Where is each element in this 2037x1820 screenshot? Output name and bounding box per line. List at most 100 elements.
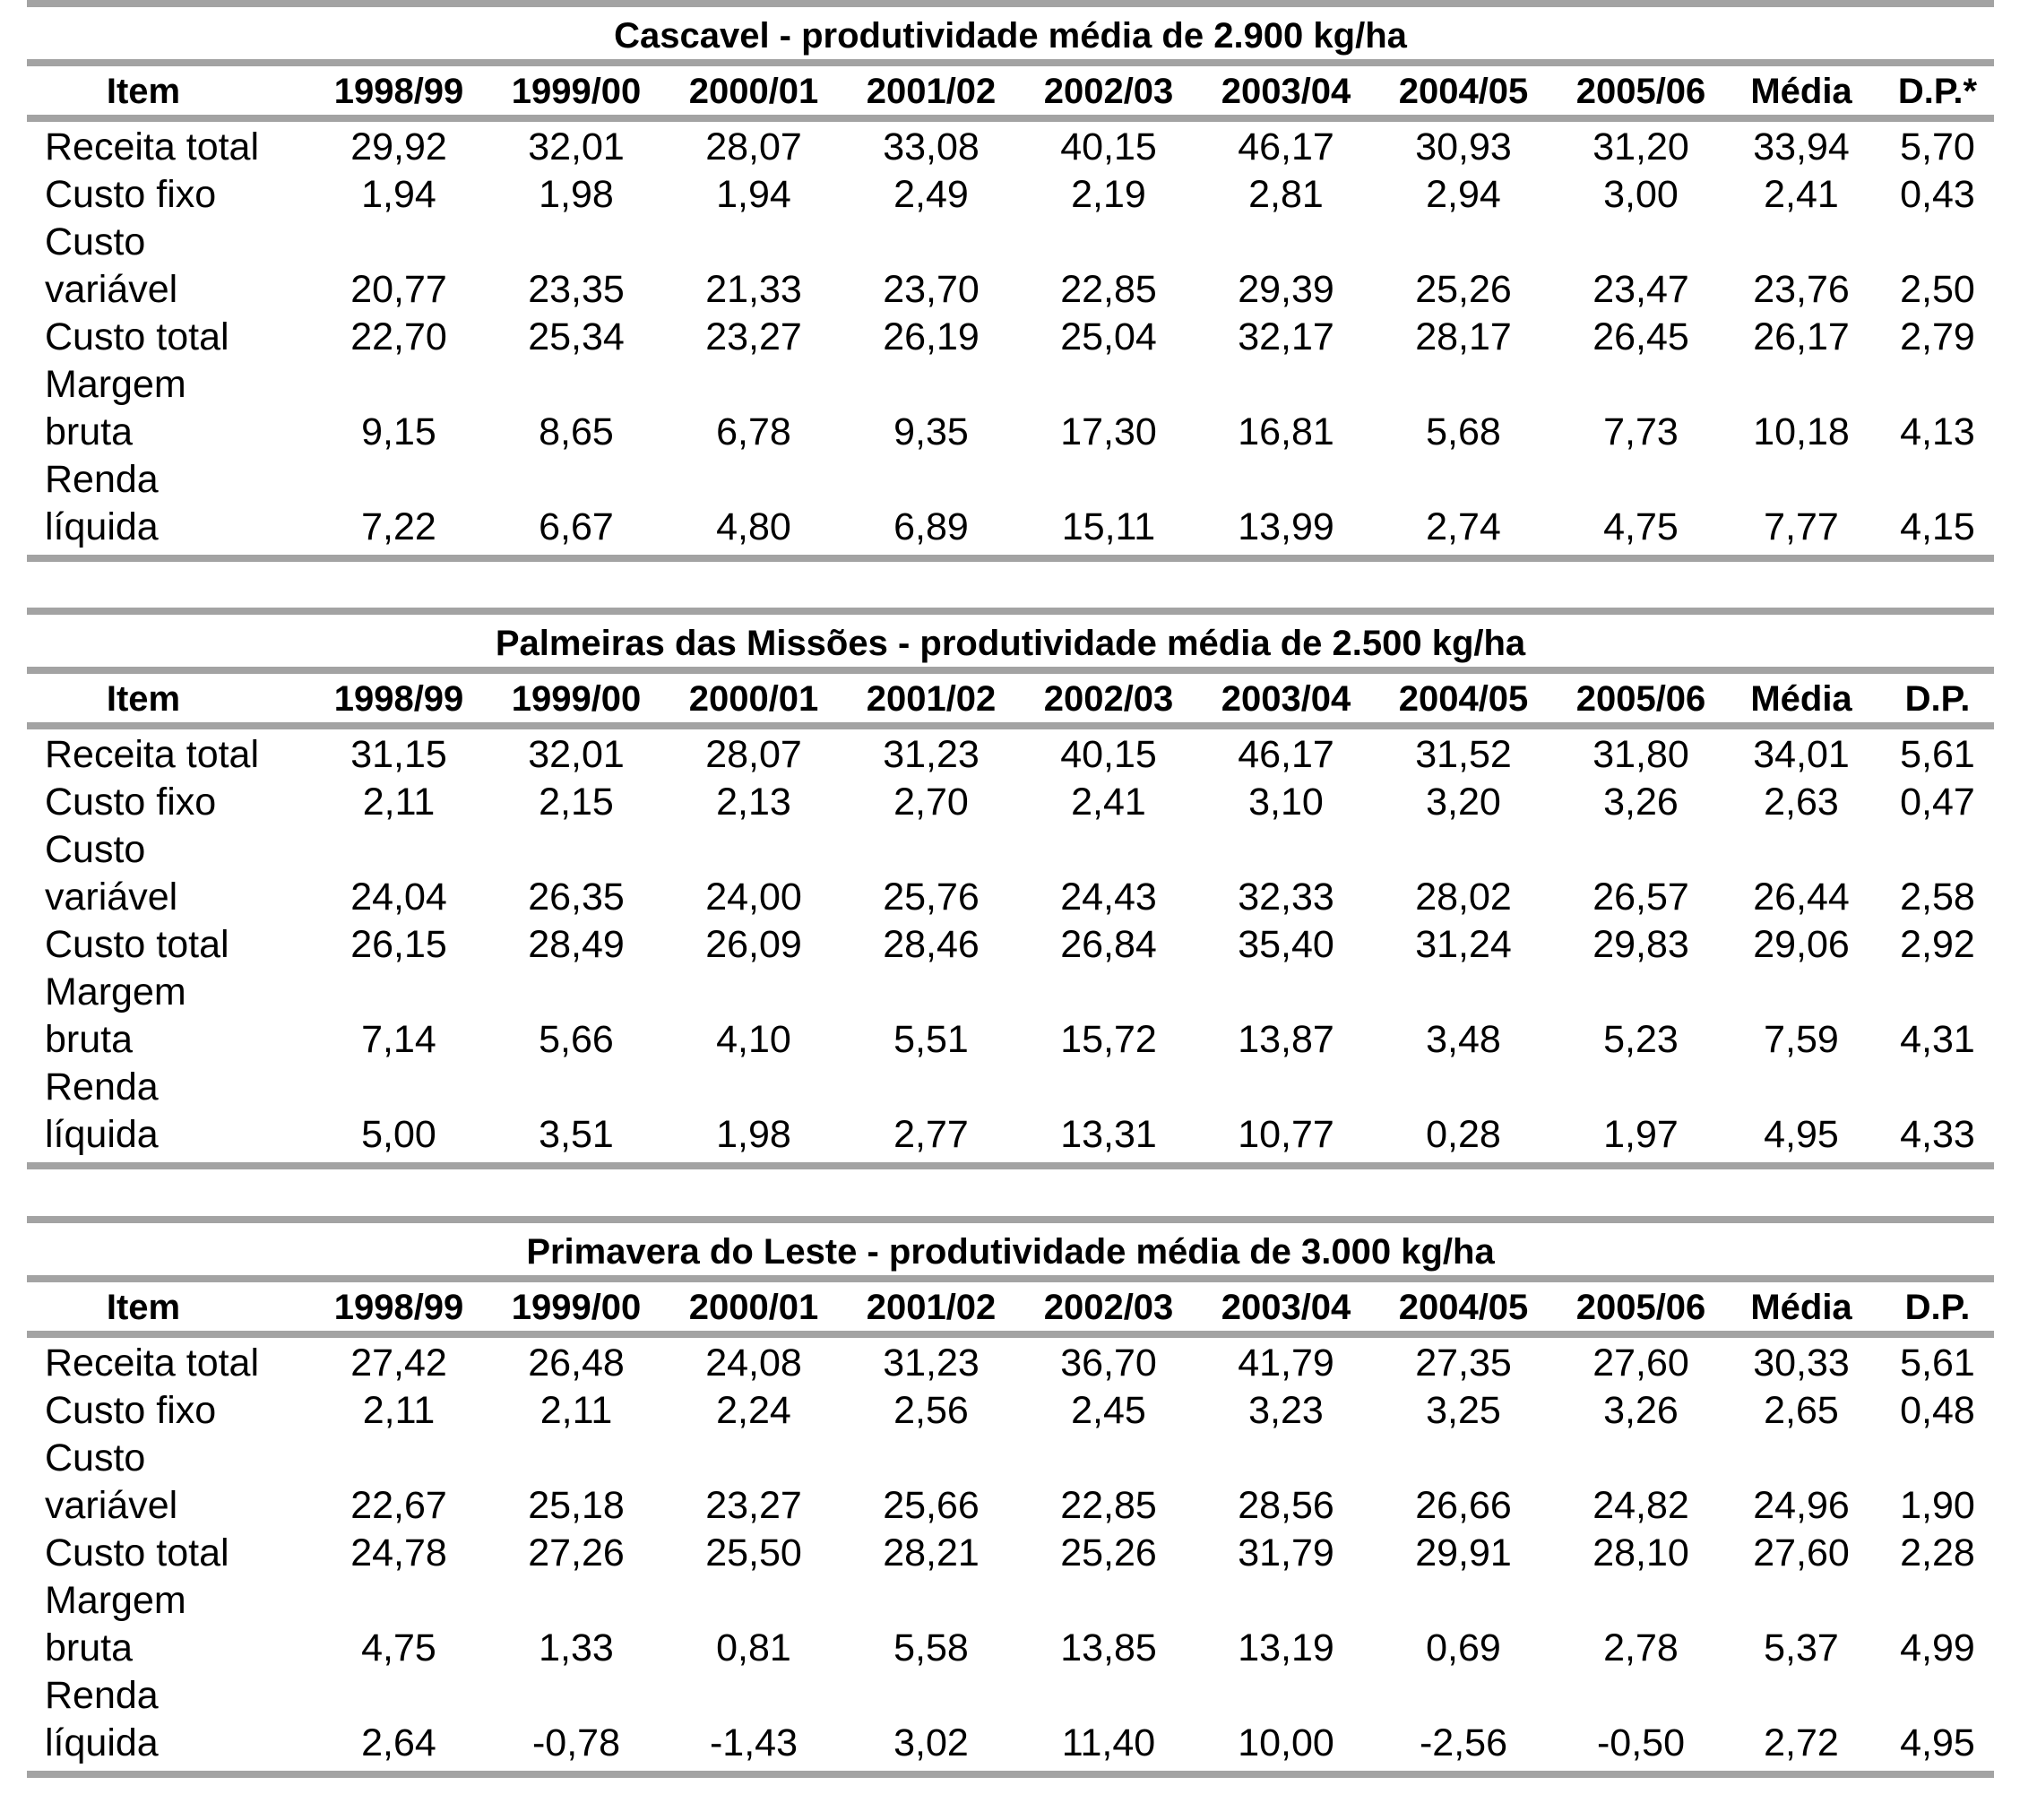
table-cell: 10,77 — [1238, 1113, 1334, 1156]
table-cell: 22,85 — [1060, 1484, 1157, 1527]
row-label: Custo total — [45, 1531, 229, 1574]
row-label: Custo total — [45, 315, 229, 358]
column-header: 2002/03 — [1043, 679, 1174, 719]
table-cell: 24,00 — [705, 875, 802, 919]
column-header: Média — [1750, 679, 1852, 719]
row-label: Receita total — [45, 125, 260, 168]
table-cell: 0,48 — [1900, 1389, 1975, 1432]
table-cell: 33,94 — [1753, 125, 1850, 168]
table-cell: 7,73 — [1603, 410, 1679, 453]
table-cell: 2,49 — [893, 173, 969, 216]
table-cell: 27,35 — [1415, 1341, 1512, 1384]
table-cell: 1,94 — [716, 173, 791, 216]
table-cell: 3,51 — [539, 1113, 614, 1156]
column-header: 1999/00 — [511, 679, 642, 719]
table-cell: 23,47 — [1592, 268, 1689, 311]
table-cell: 2,13 — [716, 781, 791, 824]
table-cell: 4,31 — [1900, 1018, 1975, 1061]
table-cell: 5,00 — [361, 1113, 436, 1156]
column-header: 2005/06 — [1575, 72, 1706, 111]
table-cell: 25,66 — [883, 1484, 980, 1527]
title-rule — [27, 59, 1994, 66]
table-cell: 4,10 — [716, 1018, 791, 1061]
table-cell: 2,78 — [1603, 1626, 1679, 1669]
row-label: bruta — [45, 1626, 134, 1669]
table-cell: 31,52 — [1415, 733, 1512, 776]
table-cell: 29,83 — [1592, 923, 1689, 966]
table-bottom-rule — [27, 1771, 1994, 1778]
table-cell: 1,33 — [539, 1626, 614, 1669]
table-cell: 31,20 — [1592, 125, 1689, 168]
table-cell: 31,80 — [1592, 733, 1689, 776]
table-cell: 26,45 — [1592, 315, 1689, 358]
table-cell: 5,68 — [1426, 410, 1501, 453]
table-cell: 27,42 — [350, 1341, 447, 1384]
table-cell: 2,19 — [1071, 173, 1146, 216]
table-cell: 10,00 — [1238, 1721, 1334, 1764]
table-cell: 22,85 — [1060, 268, 1157, 311]
table-cell: 30,93 — [1415, 125, 1512, 168]
table-cell: 24,43 — [1060, 875, 1157, 919]
table-cell: 25,18 — [528, 1484, 625, 1527]
table-cell: 13,99 — [1238, 505, 1334, 548]
table-cell: 26,84 — [1060, 923, 1157, 966]
column-header: D.P. — [1904, 679, 1971, 719]
table-cell: 5,23 — [1603, 1018, 1679, 1061]
table-cell: 26,17 — [1753, 315, 1850, 358]
row-label: Custo total — [45, 923, 229, 966]
row-label: Margem — [45, 363, 186, 406]
table-cell: 32,01 — [528, 733, 625, 776]
column-header: Item — [106, 1288, 181, 1327]
table-cell: 2,58 — [1900, 875, 1975, 919]
table-cell: 2,94 — [1426, 173, 1501, 216]
table-cell: 2,41 — [1764, 173, 1839, 216]
table-cell: 4,99 — [1900, 1626, 1975, 1669]
table-cell: 10,18 — [1753, 410, 1850, 453]
table-cell: 1,98 — [716, 1113, 791, 1156]
column-header: 2000/01 — [688, 72, 819, 111]
table-cell: 26,35 — [528, 875, 625, 919]
table-cell: 26,15 — [350, 923, 447, 966]
table-cell: 24,78 — [350, 1531, 447, 1574]
table-cell: 0,69 — [1426, 1626, 1501, 1669]
table-cell: 28,07 — [705, 733, 802, 776]
table-cell: 41,79 — [1238, 1341, 1334, 1384]
column-header: 2004/05 — [1398, 1288, 1529, 1327]
table-cell: -0,50 — [1596, 1721, 1685, 1764]
table-cell: 13,85 — [1060, 1626, 1157, 1669]
table-cell: -1,43 — [709, 1721, 798, 1764]
column-header: 2003/04 — [1221, 1288, 1351, 1327]
column-header: 2004/05 — [1398, 679, 1529, 719]
column-header: 2002/03 — [1043, 1288, 1174, 1327]
table-cell: 9,15 — [361, 410, 436, 453]
table-cell: 28,10 — [1592, 1531, 1689, 1574]
column-header: 2002/03 — [1043, 72, 1174, 111]
row-label: Custo — [45, 1436, 146, 1479]
row-label: Receita total — [45, 733, 260, 776]
row-label: líquida — [45, 1721, 159, 1764]
table-cell: 31,15 — [350, 733, 447, 776]
table-cell: 46,17 — [1238, 125, 1334, 168]
row-label: variável — [45, 875, 178, 919]
table-cell: 13,19 — [1238, 1626, 1334, 1669]
column-header: 1999/00 — [511, 72, 642, 111]
row-label: bruta — [45, 410, 134, 453]
column-header: 2005/06 — [1575, 1288, 1706, 1327]
table-cell: 3,00 — [1603, 173, 1679, 216]
table-cell: 28,17 — [1415, 315, 1512, 358]
column-header: 1998/99 — [333, 679, 464, 719]
table-cell: 23,35 — [528, 268, 625, 311]
table-cell: 2,65 — [1764, 1389, 1839, 1432]
table-cell: 33,08 — [883, 125, 980, 168]
row-label: Custo fixo — [45, 173, 217, 216]
table-cell: 28,21 — [883, 1531, 980, 1574]
table-cell: 4,95 — [1764, 1113, 1839, 1156]
table-cell: 7,77 — [1764, 505, 1839, 548]
table-cell: 5,70 — [1900, 125, 1975, 168]
table-cell: 46,17 — [1238, 733, 1334, 776]
table-cell: 2,92 — [1900, 923, 1975, 966]
row-label: Renda — [45, 1065, 159, 1108]
table-cell: -2,56 — [1419, 1721, 1507, 1764]
column-header: 1999/00 — [511, 1288, 642, 1327]
table-cell: 25,76 — [883, 875, 980, 919]
